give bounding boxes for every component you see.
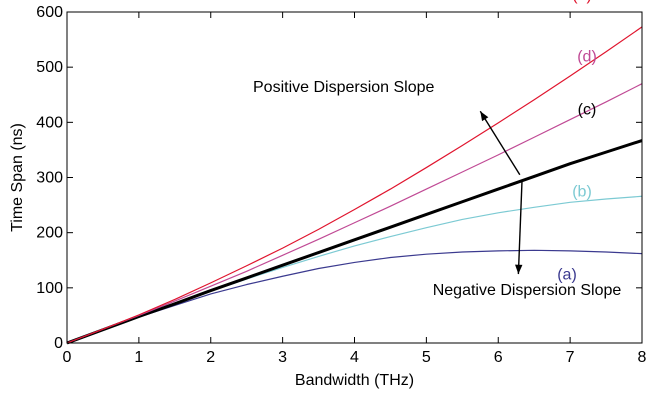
- label-layer: (a) (b) (c) (d) (e) Positive Dispersion Slope…: [253, 0, 621, 299]
- y-tick-label: 600: [36, 4, 63, 21]
- annotation-positive-slope: Positive Dispersion Slope: [253, 79, 435, 96]
- x-axis-ticks: 0 1 2 3 4 5 6 7 8: [63, 12, 647, 366]
- x-tick-label: 1: [134, 349, 143, 366]
- x-tick-label: 2: [206, 349, 215, 366]
- arrow-layer: [479, 110, 523, 275]
- series-label-d: (d): [577, 49, 597, 66]
- x-tick-label: 3: [278, 349, 287, 366]
- x-tick-label: 0: [63, 349, 72, 366]
- series-label-c: (c): [578, 102, 597, 119]
- series-label-e: (e): [572, 0, 592, 4]
- arrow-2: [515, 181, 523, 275]
- series-line-d: [66, 83, 643, 344]
- arrow-1: [479, 110, 521, 176]
- series-layer: [66, 26, 643, 345]
- y-axis-ticks: 0 100 200 300 400 500 600: [36, 4, 642, 352]
- x-tick-label: 7: [566, 349, 575, 366]
- arrow-shaft: [479, 110, 521, 176]
- x-tick-label: 8: [638, 349, 647, 366]
- arrow-head: [480, 111, 489, 122]
- y-tick-label: 500: [36, 59, 63, 76]
- series-line-c: [66, 139, 643, 345]
- annotation-negative-slope: Negative Dispersion Slope: [433, 282, 622, 299]
- x-tick-label: 6: [494, 349, 503, 366]
- x-tick-label: 4: [350, 349, 359, 366]
- x-tick-label: 5: [422, 349, 431, 366]
- series-label-b: (b): [572, 183, 592, 200]
- series-line-e: [66, 26, 643, 344]
- y-tick-label: 0: [54, 335, 63, 352]
- x-axis-label: Bandwidth (THz): [295, 372, 414, 389]
- y-tick-label: 300: [36, 170, 63, 187]
- y-tick-label: 400: [36, 114, 63, 131]
- series-label-a: (a): [557, 267, 577, 284]
- arrow-shaft: [517, 181, 523, 275]
- arrow-head: [515, 264, 523, 275]
- y-tick-label: 200: [36, 225, 63, 242]
- plot-background: [67, 12, 642, 343]
- y-axis-label: Time Span (ns): [9, 123, 26, 232]
- y-tick-label: 100: [36, 280, 63, 297]
